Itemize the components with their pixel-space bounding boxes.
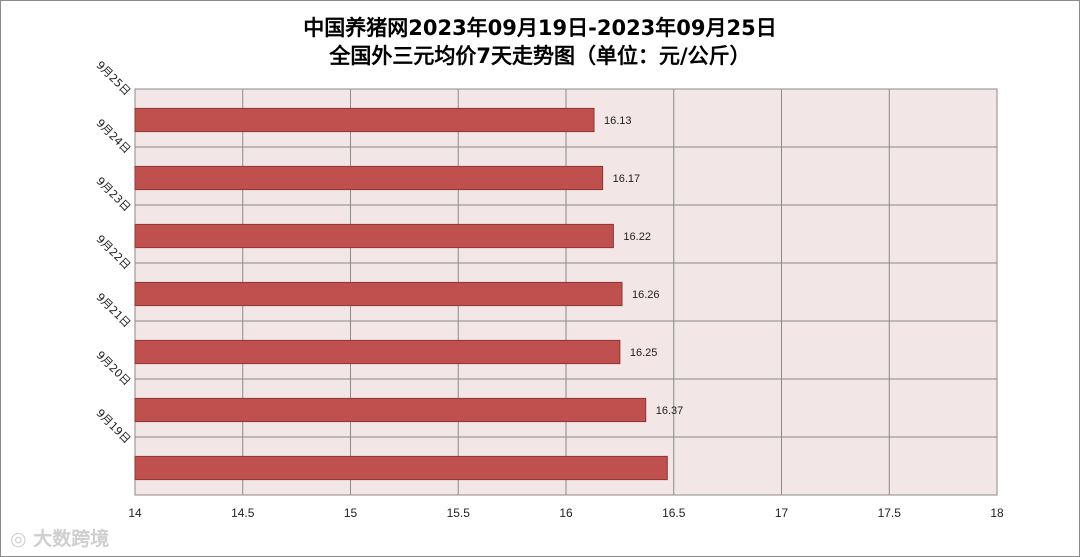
y-tick-label: 9月25日 <box>93 59 133 99</box>
grid-lines <box>134 89 998 495</box>
y-tick-label: 9月24日 <box>93 117 133 157</box>
chart-title-line2: 全国外三元均价7天走势图（单位：元/公斤） <box>329 44 751 68</box>
x-tick-label: 14.5 <box>231 506 255 520</box>
logo-icon: ◎ <box>10 528 27 550</box>
bar <box>134 165 604 191</box>
x-tick-label: 16 <box>559 506 573 520</box>
data-label: 16.37 <box>656 405 684 417</box>
chart-title: 中国养猪网2023年09月19日-2023年09月25日 全国外三元均价7天走势… <box>0 14 1080 70</box>
bar <box>134 107 595 133</box>
x-axis-ticks: 14 14.5 15 15.5 16 16.5 17 17.5 18 <box>128 506 1004 520</box>
data-label: 16.26 <box>632 289 660 301</box>
bar <box>134 455 668 481</box>
chart-title-line1: 中国养猪网2023年09月19日-2023年09月25日 <box>303 16 777 40</box>
y-axis-ticks: 9月25日 9月24日 9月23日 9月22日 9月21日 9月20日 9月19日 <box>93 59 133 447</box>
data-label: 16.17 <box>613 173 641 185</box>
x-tick-label: 18 <box>990 506 1004 520</box>
data-label: 16.13 <box>604 115 632 127</box>
x-tick-label: 17 <box>775 506 789 520</box>
y-tick-label: 9月23日 <box>93 175 133 215</box>
x-tick-label: 15.5 <box>447 506 471 520</box>
watermark-text: 大数跨境 <box>33 528 110 550</box>
y-tick-label: 9月20日 <box>93 349 133 389</box>
bar <box>134 223 614 249</box>
x-tick-label: 14 <box>128 506 142 520</box>
bar <box>134 281 623 307</box>
y-tick-label: 9月22日 <box>93 233 133 273</box>
bars-group <box>134 107 668 481</box>
data-label: 16.22 <box>623 231 651 243</box>
y-tick-label: 9月21日 <box>93 291 133 331</box>
watermark: ◎ 大数跨境 <box>10 524 109 551</box>
bar <box>134 397 647 423</box>
data-labels-group: 16.13 16.17 16.22 16.26 16.25 16.37 <box>604 115 683 417</box>
bar <box>134 339 621 365</box>
x-tick-label: 16.5 <box>662 506 686 520</box>
x-tick-label: 15 <box>344 506 358 520</box>
x-tick-label: 17.5 <box>878 506 902 520</box>
data-label: 16.25 <box>630 347 658 359</box>
y-tick-label: 9月19日 <box>93 407 133 447</box>
